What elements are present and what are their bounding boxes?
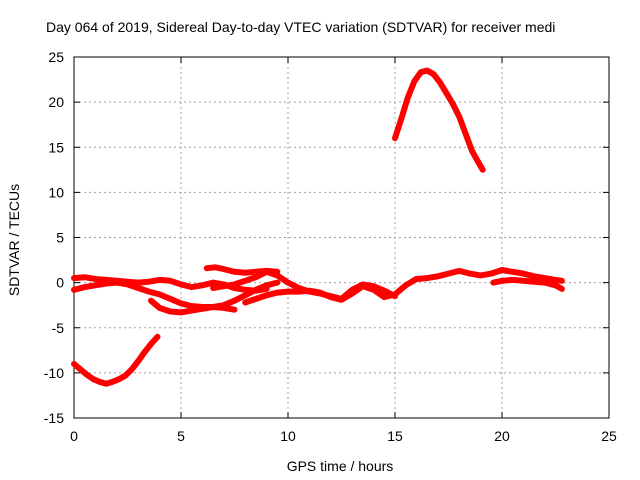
series-line-arc-main-1 xyxy=(71,274,270,294)
series-line-arc-early-low xyxy=(71,333,161,387)
y-tick-label: -15 xyxy=(44,410,64,426)
grid-lines xyxy=(74,57,609,418)
y-tick-label: 5 xyxy=(56,230,64,246)
series-line-arc-late-2 xyxy=(490,276,565,292)
series-line-arc-long xyxy=(242,267,565,306)
y-tick-label: 10 xyxy=(48,184,64,200)
chart-title: Day 064 of 2019, Sidereal Day-to-day VTE… xyxy=(46,19,555,35)
y-axis-title: SDTVAR / TECUs xyxy=(6,184,22,296)
x-tick-label: 5 xyxy=(177,428,185,444)
y-tick-label: -10 xyxy=(44,365,64,381)
y-tick-label: 15 xyxy=(48,139,64,155)
series-line-arc-high xyxy=(392,67,486,173)
y-tick-label: -5 xyxy=(52,320,65,336)
series-group xyxy=(71,67,565,387)
x-tick-label: 10 xyxy=(280,428,296,444)
y-tick-label: 0 xyxy=(56,275,64,291)
x-tick-label: 25 xyxy=(601,428,617,444)
axis-ticks: 0 5 10 15 20 25 -15 -10 -5 0 5 10 15 20 25 xyxy=(44,49,617,444)
x-tick-label: 15 xyxy=(387,428,403,444)
y-tick-label: 20 xyxy=(48,94,64,110)
x-tick-label: 20 xyxy=(494,428,510,444)
series-line-arc-mid-low xyxy=(148,279,281,316)
x-tick-label: 0 xyxy=(70,428,78,444)
y-tick-label: 25 xyxy=(48,49,64,65)
x-axis-title: GPS time / hours xyxy=(287,458,394,474)
